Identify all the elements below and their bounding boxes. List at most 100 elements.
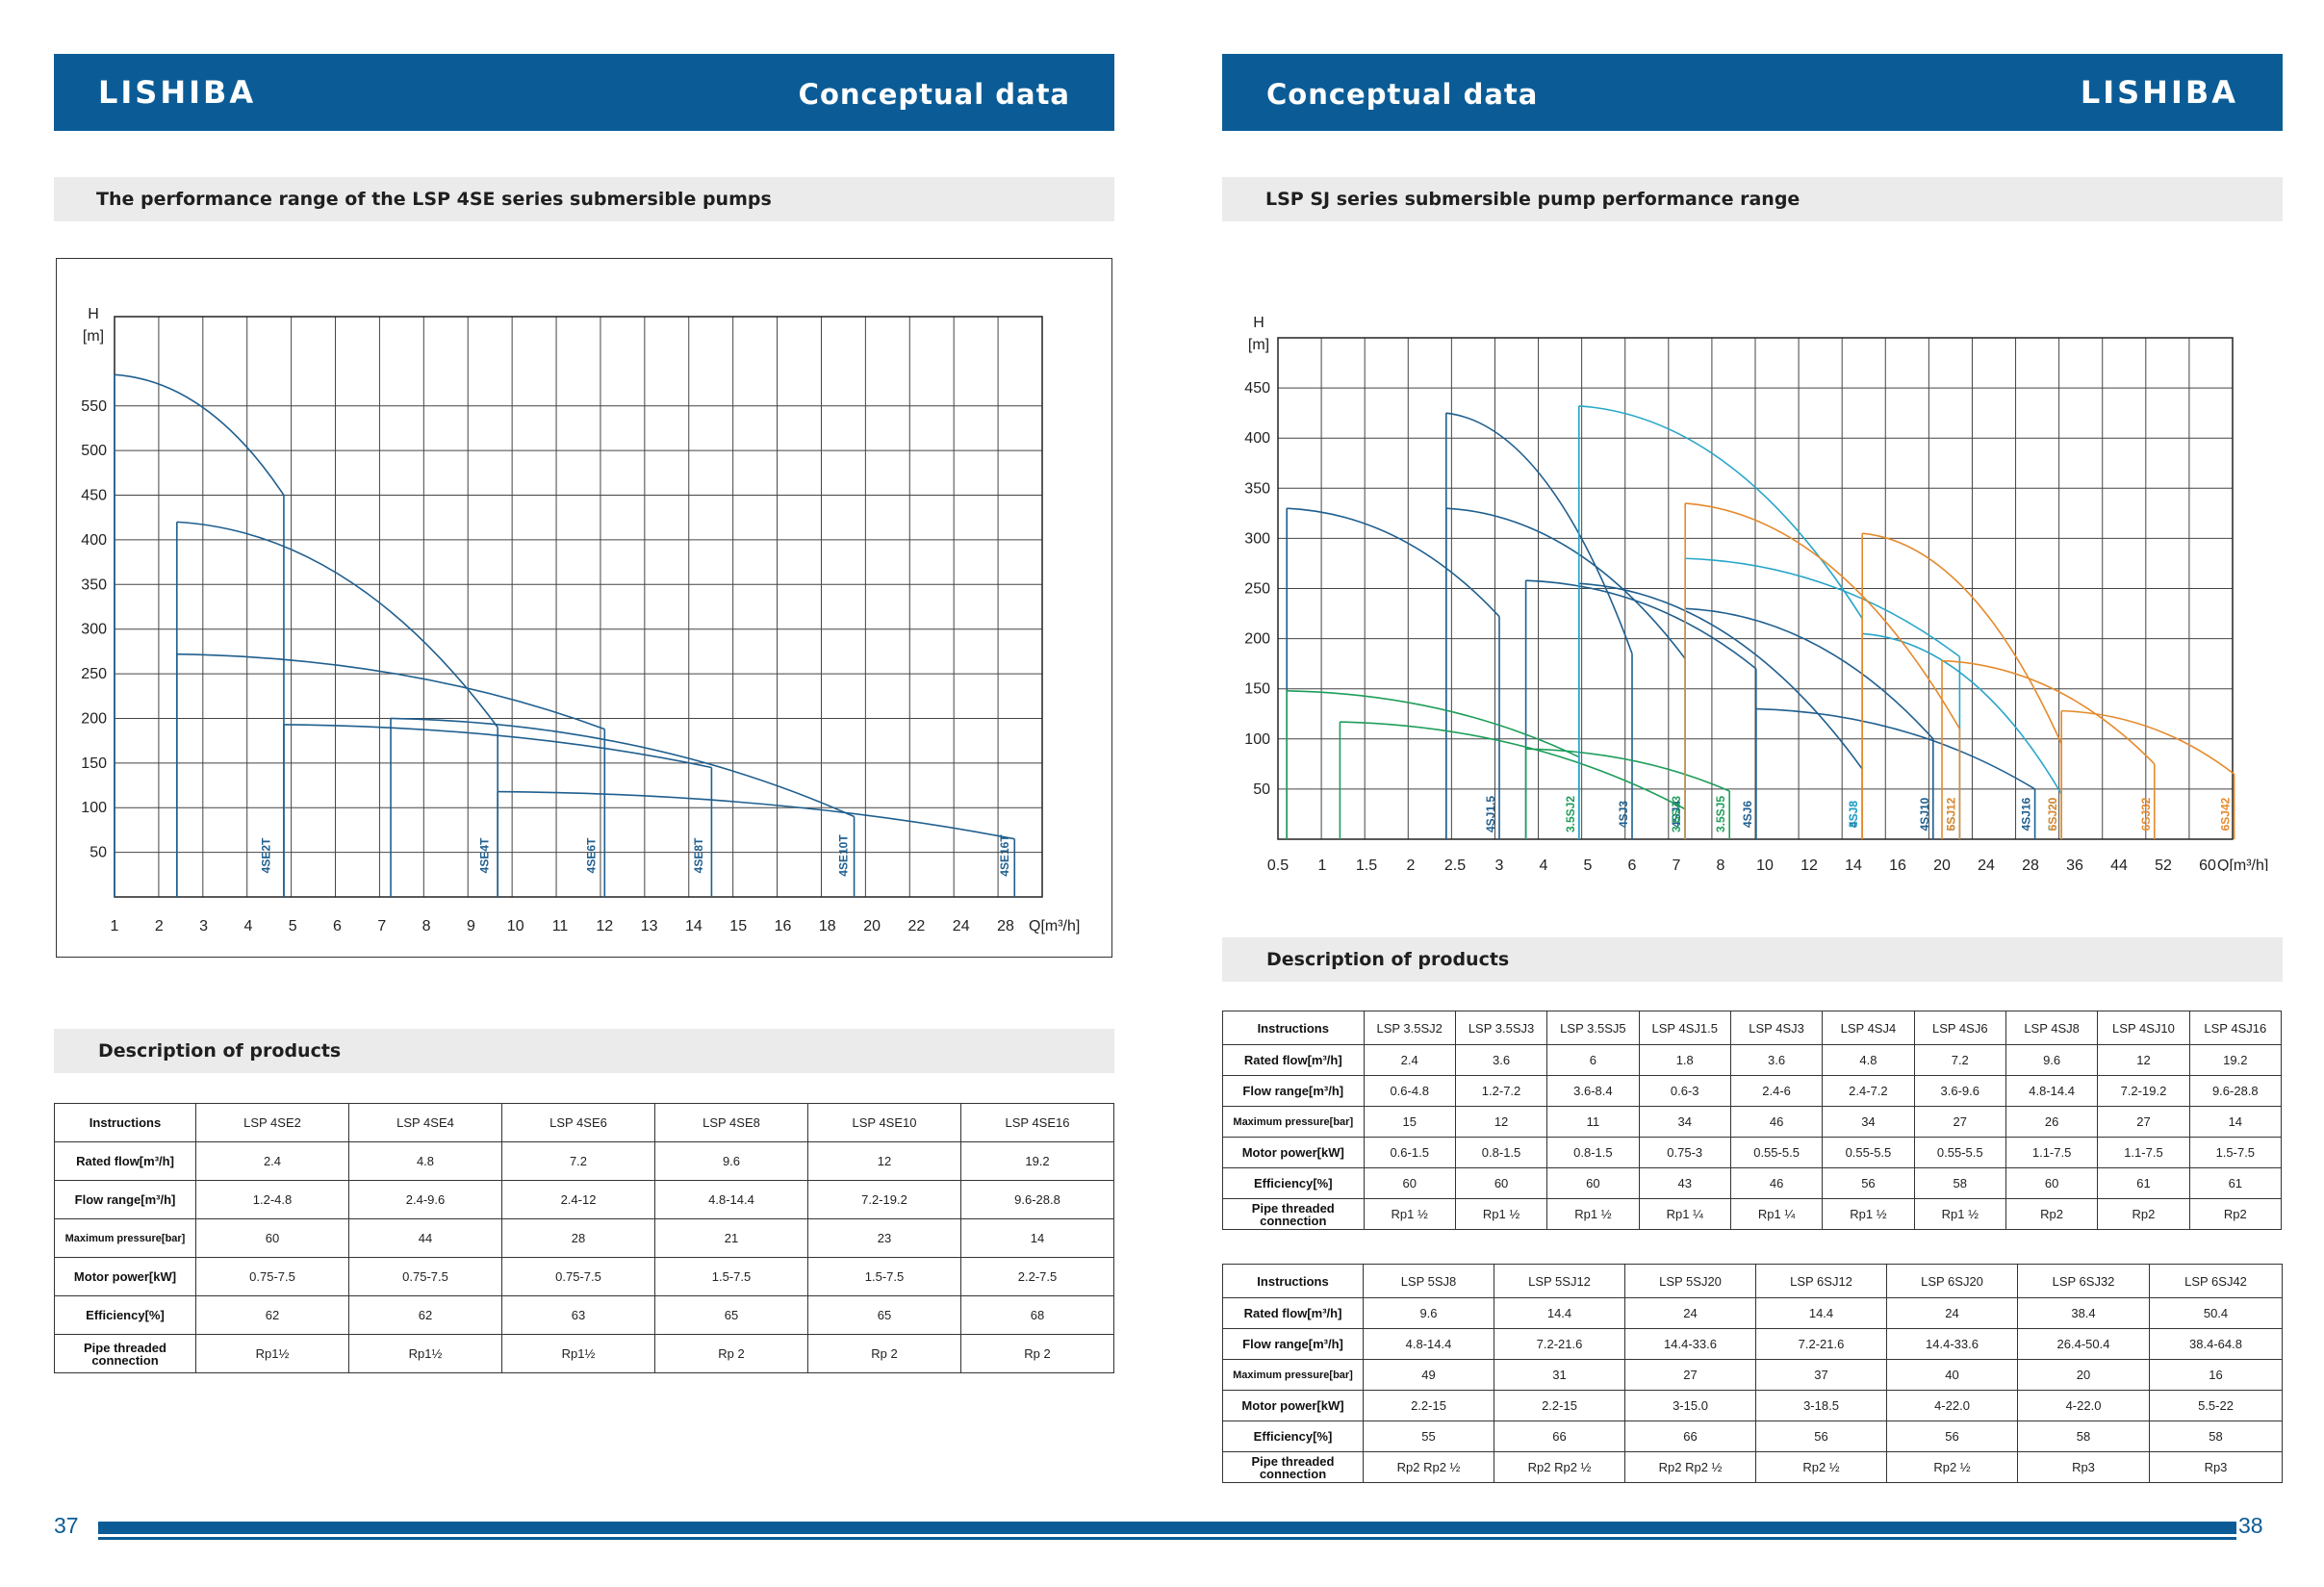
- right-chart-series-label-4sj3: 4SJ3: [1617, 801, 1630, 828]
- right-table1-row-efficiency: Efficiency[%] 60 60 60 43 46 56 58 60 61 61: [1222, 1167, 2283, 1199]
- left-chart-ytick-200: 200: [81, 710, 107, 727]
- right-chart-series-label-3-5sj5: 3.5SJ5: [1714, 796, 1727, 832]
- right-chart-xtick-6: 6: [1628, 857, 1637, 871]
- right-table2-cell: 55: [1363, 1421, 1494, 1452]
- left-table-header-lsp-4se8: LSP 4SE8: [654, 1103, 808, 1142]
- right-performance-chart: 50 100 150 200 250 300 350 400 450 H [m] 0.5 1 1.5 2 2.…: [1244, 315, 2268, 871]
- right-table2-cell: 4-22.0: [1886, 1390, 2018, 1421]
- left-chart-series-label-4se4t: 4SE4T: [478, 837, 492, 873]
- right-table1-cell: 9.6: [2005, 1044, 2099, 1076]
- left-table-cell: 2.4: [195, 1141, 349, 1181]
- right-chart-series-curve-4sj8: [1578, 582, 1863, 770]
- left-table-cell: Efficiency[%]: [54, 1295, 196, 1335]
- right-table2-cell: 14.4: [1494, 1297, 1625, 1329]
- right-table1-cell: 60: [1454, 1167, 1548, 1199]
- right-table1-cell: 46: [1729, 1167, 1824, 1199]
- right-product-table-2: Instructions LSP 5SJ8 LSP 5SJ12 LSP 5SJ20 LS…: [1222, 1264, 2283, 1483]
- left-table-row-rated-flow-m-h: Rated flow[m³/h] 2.4 4.8 7.2 9.6 12 19.2: [54, 1141, 1114, 1181]
- right-table2-cell: 24: [1624, 1297, 1756, 1329]
- right-chart-series-4sj1-5: 4SJ1.5: [1286, 507, 1500, 839]
- right-product-table-1: Instructions LSP 3.5SJ2 LSP 3.5SJ3 LSP 3.5S…: [1222, 1011, 2283, 1230]
- right-table2-cell: Flow range[m³/h]: [1222, 1328, 1364, 1360]
- right-table1-cell: 0.8-1.5: [1454, 1137, 1548, 1168]
- right-table1-cell: 1.1-7.5: [2097, 1137, 2190, 1168]
- left-chart-series-label-4se6t: 4SE6T: [585, 837, 599, 873]
- left-table-header-lsp-4se6: LSP 4SE6: [501, 1103, 655, 1142]
- right-table1-cell: 43: [1638, 1167, 1731, 1199]
- right-chart-xtick-28: 28: [2022, 857, 2039, 871]
- right-chart-series-label-4sj4: 4SJ4: [1670, 801, 1683, 828]
- left-table-cell: 4.8: [348, 1141, 502, 1181]
- right-table2-cell: 58: [2017, 1421, 2150, 1452]
- left-chart-ytick-500: 500: [81, 443, 107, 459]
- right-chart-ylabel-h: H: [1253, 315, 1264, 331]
- left-section-title: The performance range of the LSP 4SE ser…: [96, 189, 772, 210]
- left-table-cell: 0.75-7.5: [195, 1257, 349, 1296]
- right-table2-header-instructions: Instructions: [1222, 1264, 1364, 1298]
- right-table2-cell: Efficiency[%]: [1222, 1421, 1364, 1452]
- footer-rule: [98, 1522, 2236, 1534]
- right-chart-series-label-3-5sj2: 3.5SJ2: [1564, 796, 1577, 832]
- left-table-header-lsp-4se4: LSP 4SE4: [348, 1103, 502, 1142]
- right-table1-header-lsp-4sj4: LSP 4SJ4: [1822, 1011, 1915, 1045]
- right-header-bar: Conceptual data LISHIBA: [1222, 54, 2283, 131]
- right-chart-series-curve-6sj32: [1941, 659, 2156, 765]
- right-chart-ylabel-unit: [m]: [1248, 337, 1269, 353]
- left-chart-grid: [114, 316, 1043, 898]
- left-table-cell: Rp1½: [348, 1334, 502, 1373]
- right-table1-cell: 3.6: [1729, 1044, 1824, 1076]
- right-table1-header-lsp-4sj10: LSP 4SJ10: [2097, 1011, 2190, 1045]
- left-table-cell: 62: [348, 1295, 502, 1335]
- right-table1-cell: 60: [1546, 1167, 1640, 1199]
- right-chart-series-label-5sj12: 5SJ12: [1944, 797, 1957, 831]
- right-table1-cell: 1.5-7.5: [2188, 1137, 2283, 1168]
- left-chart-series-4se6t: 4SE6T: [176, 653, 606, 897]
- left-table-cell: Rp 2: [807, 1334, 961, 1373]
- right-chart-series-curve-6sj42: [2061, 709, 2235, 775]
- right-chart-xtick-1: 1: [1318, 857, 1327, 871]
- left-desc-band: Description of products: [54, 1029, 1114, 1073]
- left-table-cell: Rp 2: [960, 1334, 1114, 1373]
- right-table1-cell: 3.6-9.6: [1913, 1075, 2006, 1107]
- left-table-cell: 21: [654, 1218, 808, 1258]
- right-table1-cell: 58: [1913, 1167, 2006, 1199]
- right-table2-cell: 56: [1755, 1421, 1887, 1452]
- right-table2-cell: Rated flow[m³/h]: [1222, 1297, 1364, 1329]
- right-table2-header-row: Instructions LSP 5SJ8 LSP 5SJ12 LSP 5SJ20 LS…: [1222, 1264, 2283, 1298]
- left-table-cell: 4.8-14.4: [654, 1180, 808, 1219]
- right-table2-row-efficiency: Efficiency[%] 55 66 66 56 56 58 58: [1222, 1421, 2283, 1452]
- left-chart-series-label-4se2t: 4SE2T: [260, 837, 273, 873]
- right-chart-series-curve-4sj1-5: [1287, 507, 1500, 618]
- right-table1-header-instructions: Instructions: [1222, 1011, 1365, 1045]
- left-chart-xtick-5: 5: [289, 918, 297, 934]
- right-table2-cell: 38.4-64.8: [2149, 1328, 2283, 1360]
- left-page-number: 37: [54, 1513, 79, 1538]
- right-chart-series-label-4sj1-5: 4SJ1.5: [1484, 796, 1497, 832]
- left-chart-xtick-11: 11: [552, 918, 569, 934]
- left-table-cell: 2.2-7.5: [960, 1257, 1114, 1296]
- right-table2-header-lsp-5sj8: LSP 5SJ8: [1363, 1264, 1494, 1298]
- right-table1-cell: 15: [1363, 1106, 1456, 1138]
- left-table-cell: Rp1½: [195, 1334, 349, 1373]
- left-desc-title: Description of products: [98, 1040, 342, 1062]
- right-table2-cell: Rp3: [2149, 1451, 2283, 1483]
- right-table2-header-lsp-5sj12: LSP 5SJ12: [1494, 1264, 1625, 1298]
- right-table1-header-lsp-4sj1-5: LSP 4SJ1.5: [1638, 1011, 1731, 1045]
- right-chart-series-label-4sj16: 4SJ16: [2020, 797, 2033, 831]
- right-table2-cell: 14.4-33.6: [1886, 1328, 2018, 1360]
- right-chart-series-3-5sj5: 3.5SJ5: [1524, 748, 1731, 839]
- right-table1-cell: Efficiency[%]: [1222, 1167, 1365, 1199]
- left-table-cell: 1.5-7.5: [807, 1257, 961, 1296]
- right-chart-xtick-1-5: 1.5: [1356, 857, 1377, 871]
- left-chart-xtick-28: 28: [997, 918, 1014, 934]
- right-table2-cell: Motor power[kW]: [1222, 1390, 1364, 1421]
- right-chart-series-3-5sj3: 3.5SJ3: [1339, 721, 1687, 839]
- right-table1-cell: 61: [2097, 1167, 2190, 1199]
- left-table-header-row: Instructions LSP 4SE2 LSP 4SE4 LSP 4SE6 LSP …: [54, 1103, 1114, 1142]
- right-table2-cell: Rp2 Rp2 ½: [1494, 1451, 1625, 1483]
- left-chart-series-4se4t: 4SE4T: [176, 521, 498, 897]
- right-chart-series-label-5sj8: 5SJ8: [1847, 801, 1860, 828]
- right-chart-series-curve-5sj12: [1685, 557, 1960, 657]
- right-table2-cell: Pipe threaded connection: [1222, 1451, 1364, 1483]
- left-chart-series-4se2t: 4SE2T: [114, 373, 285, 897]
